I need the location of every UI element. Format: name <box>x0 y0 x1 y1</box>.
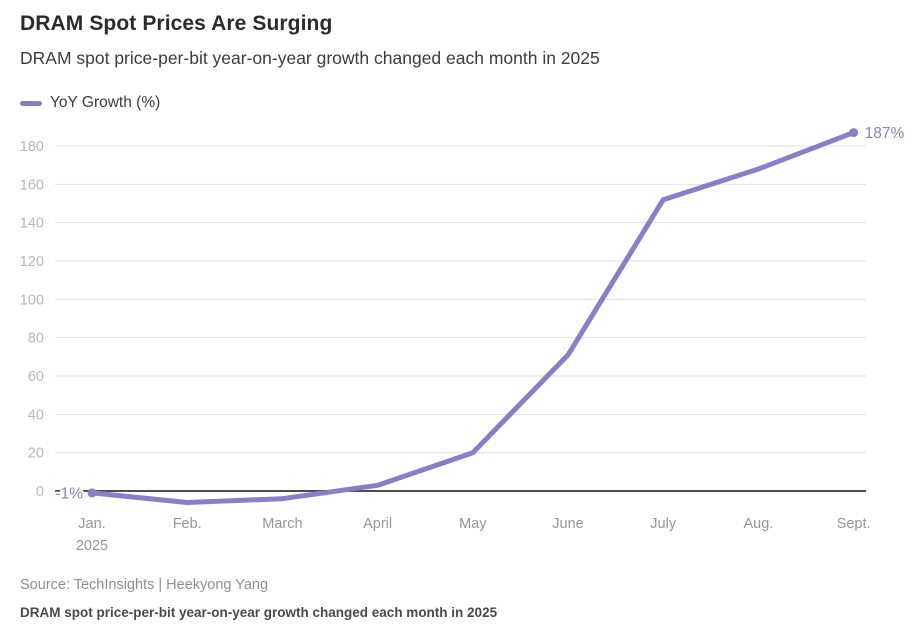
x-tick-label: March <box>262 516 302 532</box>
data-point-value-label: -1% <box>55 485 83 502</box>
x-tick-label: Jan. <box>78 516 105 532</box>
y-tick-label: 120 <box>20 254 44 270</box>
x-tick-label: Sept. <box>837 516 871 532</box>
x-tick-label: April <box>363 516 392 532</box>
chart-subtitle: DRAM spot price-per-bit year-on-year gro… <box>20 48 600 68</box>
yoy-growth-line <box>89 130 857 505</box>
x-tick-label: July <box>650 516 677 532</box>
x-tick-label: June <box>552 516 583 532</box>
y-tick-label: 180 <box>20 139 44 155</box>
x-tick-label: Aug. <box>743 516 773 532</box>
y-tick-label: 80 <box>28 331 44 347</box>
y-tick-label: 60 <box>28 369 44 385</box>
y-tick-label: 20 <box>28 446 44 462</box>
legend-line-swatch-icon <box>20 100 42 106</box>
legend: YoY Growth (%) <box>20 94 160 112</box>
y-tick-label: 140 <box>20 216 44 232</box>
y-tick-label: 160 <box>20 177 44 193</box>
chart-caption: DRAM spot price-per-bit year-on-year gro… <box>20 605 498 620</box>
y-tick-label: 40 <box>28 407 44 423</box>
source-credit: Source: TechInsights | Heekyong Yang <box>20 577 269 593</box>
legend-label: YoY Growth (%) <box>50 94 161 111</box>
data-point-value-label: 187% <box>865 125 905 142</box>
x-tick-year-label: 2025 <box>76 538 108 554</box>
x-tick-label: Feb. <box>173 516 202 532</box>
data-point-marker <box>87 488 97 498</box>
y-tick-label: 100 <box>20 292 44 308</box>
page-title: DRAM Spot Prices Are Surging <box>20 12 333 35</box>
data-point-marker <box>849 128 859 138</box>
x-tick-label: May <box>459 516 487 532</box>
y-tick-label: 0 <box>36 484 44 500</box>
